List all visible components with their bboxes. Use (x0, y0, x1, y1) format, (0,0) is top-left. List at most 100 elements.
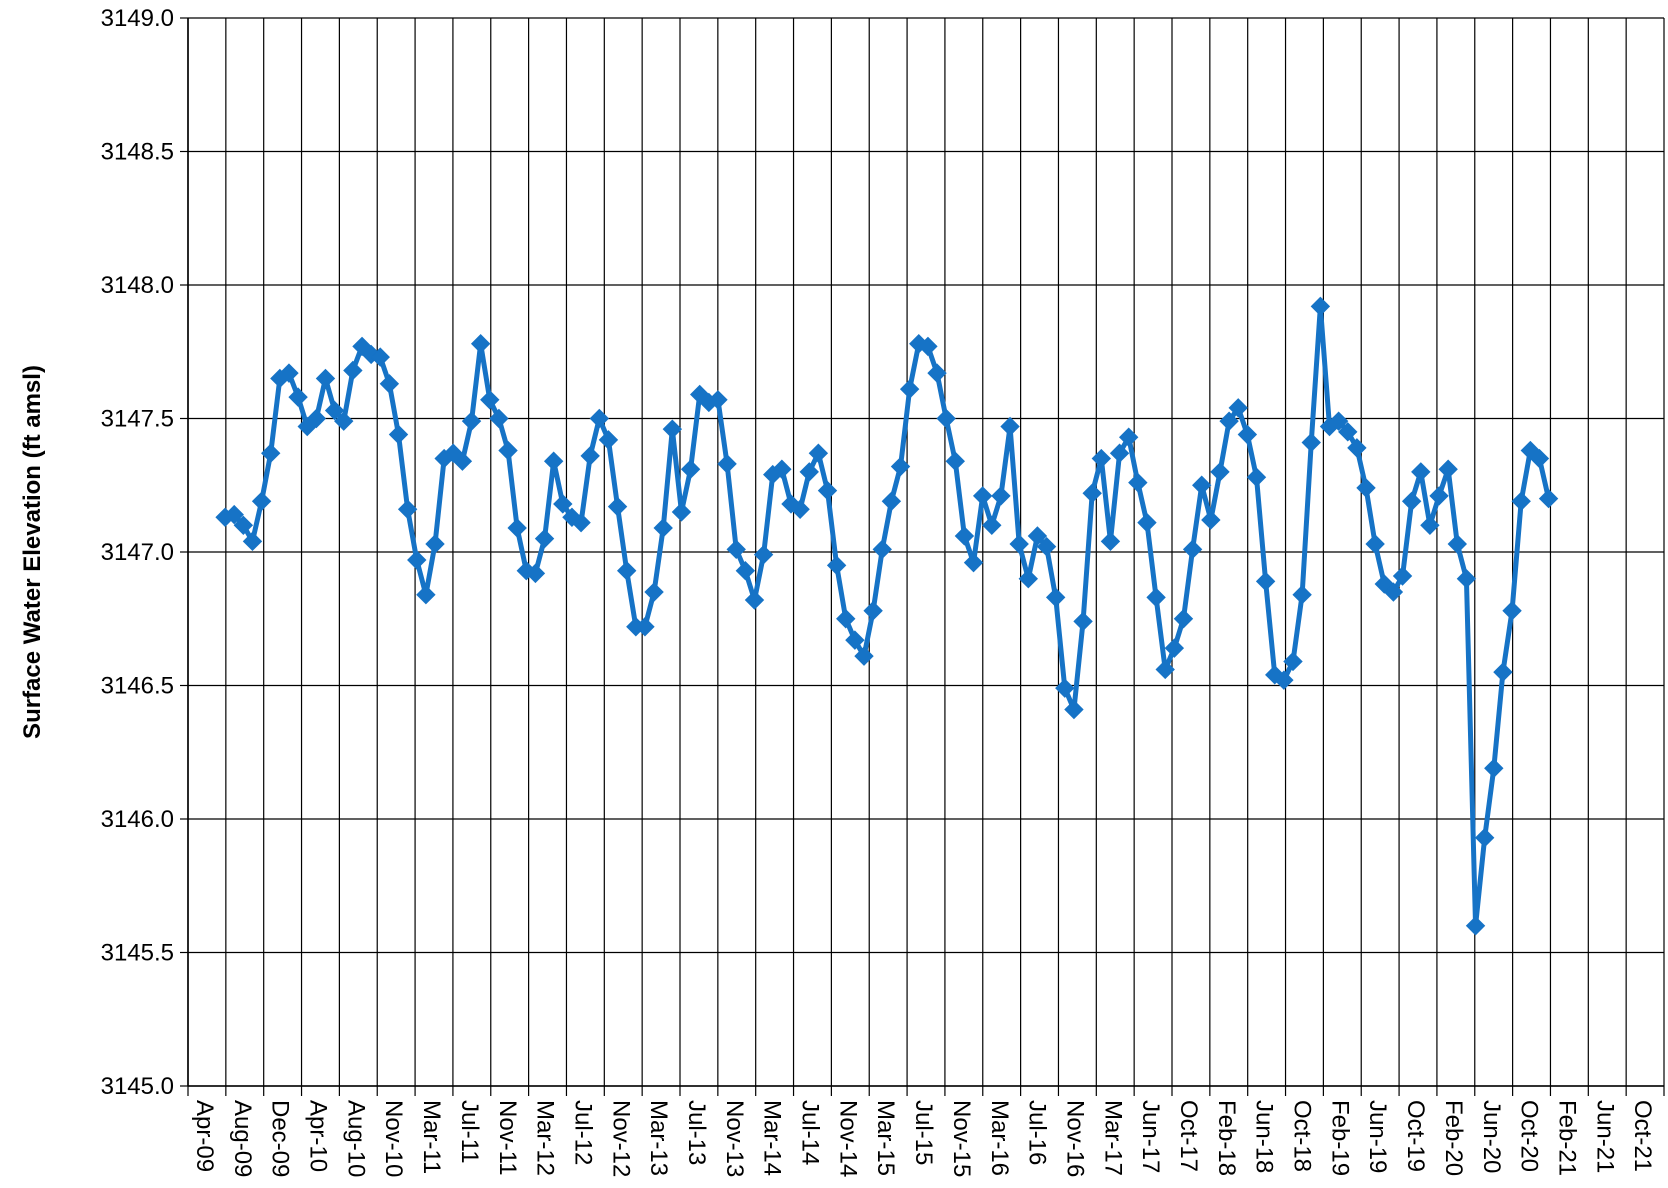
data-point (279, 363, 299, 383)
data-point (1018, 568, 1039, 589)
y-tick-labels: 3145.0 3145.5 3146.0 3146.5 3147.0 3147.5 3148… (101, 5, 174, 1100)
data-point (1064, 699, 1084, 720)
data-point (1484, 758, 1504, 778)
data-point (397, 499, 418, 519)
x-tick-label: Feb-18 (1213, 1100, 1240, 1176)
x-tick-label: Mar-14 (759, 1100, 786, 1176)
data-point (589, 408, 610, 429)
data-point (388, 424, 409, 445)
x-tick-label: Mar-12 (532, 1100, 559, 1176)
data-point (1027, 526, 1048, 546)
data-point (845, 630, 865, 650)
x-tick-label: Nov-10 (380, 1100, 407, 1177)
data-point (379, 374, 400, 394)
y-tick-label: 3146.0 (101, 806, 174, 833)
data-point (826, 555, 847, 576)
data-point (1301, 432, 1321, 453)
data-point (224, 504, 244, 525)
x-tick-label: Feb-20 (1440, 1100, 1467, 1176)
data-point (1201, 510, 1221, 530)
data-point (1511, 491, 1531, 511)
data-point (972, 486, 993, 506)
data-point (1036, 536, 1057, 557)
data-point (982, 515, 1002, 536)
x-tick-label: Jul-14 (797, 1100, 824, 1165)
data-point (1502, 601, 1522, 621)
x-tick-label: Oct-17 (1175, 1100, 1202, 1172)
data-point (1538, 488, 1559, 509)
data-point (607, 496, 628, 517)
data-point (918, 336, 938, 357)
data-point (808, 443, 829, 463)
data-point (1356, 478, 1376, 498)
data-point (1255, 571, 1276, 592)
data-point (927, 363, 947, 383)
data-point (1045, 587, 1066, 608)
data-point (1401, 491, 1422, 511)
data-point (1474, 827, 1495, 848)
x-tick-label: Jun-19 (1364, 1100, 1391, 1173)
x-tick-label: Jul-16 (1024, 1100, 1051, 1165)
x-tick-label: Jun-17 (1137, 1100, 1164, 1173)
data-point (1456, 568, 1477, 589)
data-point (461, 411, 482, 431)
data-point (1091, 448, 1112, 469)
data-point (543, 451, 564, 471)
x-tick-label: Apr-10 (305, 1100, 332, 1172)
data-point (1310, 296, 1331, 317)
data-point (1347, 438, 1367, 458)
data-point (817, 480, 838, 501)
x-tick-label: Jul-11 (456, 1100, 483, 1164)
x-tick-label: Feb-21 (1553, 1100, 1580, 1176)
x-tick-label: Aug-09 (229, 1100, 256, 1177)
data-point (1164, 638, 1185, 658)
data-point (1009, 534, 1029, 554)
data-point (598, 430, 619, 450)
x-tick-label: Nov-11 (494, 1100, 521, 1176)
x-tick-label: Oct-21 (1629, 1100, 1656, 1172)
data-point (616, 560, 637, 581)
data-point (644, 582, 664, 602)
data-point (1173, 609, 1194, 629)
data-point (1447, 534, 1468, 554)
data-point (1246, 467, 1267, 487)
x-tick-label: Jun-20 (1478, 1100, 1505, 1173)
data-point (1000, 416, 1020, 437)
x-tick-label: Mar-17 (1099, 1100, 1126, 1176)
data-point (1438, 459, 1458, 479)
x-tick-label: Mar-13 (645, 1100, 672, 1176)
data-point (790, 499, 810, 519)
data-point (899, 379, 920, 399)
data-point (717, 454, 737, 474)
data-point (1100, 531, 1121, 552)
data-point (1429, 486, 1449, 506)
data-point (1182, 539, 1203, 560)
x-tick-label: Mar-11 (418, 1100, 445, 1174)
x-tick-label: Dec-09 (267, 1100, 294, 1177)
data-point (1219, 411, 1239, 431)
data-point (635, 617, 655, 637)
data-point (1155, 659, 1175, 680)
x-tick-label: Nov-15 (948, 1100, 975, 1177)
data-point (1109, 443, 1130, 463)
x-tick-label: Oct-18 (1289, 1100, 1316, 1172)
data-point (836, 609, 856, 629)
series-surface-water-elevation (215, 296, 1559, 936)
data-point (936, 408, 956, 429)
y-tick-label: 3145.5 (101, 940, 174, 967)
data-point (571, 512, 591, 533)
data-point (315, 368, 336, 389)
data-point (1411, 462, 1431, 482)
data-point (1392, 566, 1413, 586)
data-point (991, 486, 1011, 506)
data-point (452, 451, 473, 471)
data-point (1118, 427, 1139, 447)
data-point (261, 443, 281, 463)
data-point (1192, 475, 1212, 495)
data-point (1338, 422, 1358, 442)
data-point (854, 646, 874, 666)
data-point (498, 440, 518, 461)
y-axis-title: Surface Water Elevation (ft amsl) (19, 365, 46, 739)
y-tick-label: 3146.5 (101, 673, 174, 700)
x-tick-label: Jun-18 (1251, 1100, 1278, 1173)
